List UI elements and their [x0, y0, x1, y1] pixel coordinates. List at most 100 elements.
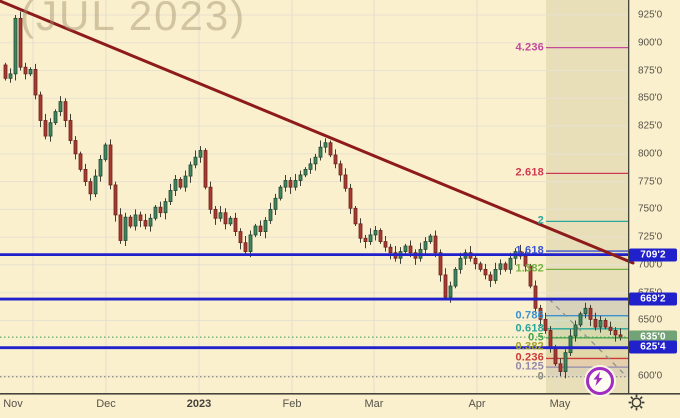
candle-down: [203, 150, 208, 188]
month-label-Dec: Dec: [96, 398, 116, 410]
candle-up: [598, 320, 603, 328]
candle-down: [343, 174, 348, 189]
candle-up: [368, 234, 373, 242]
fib-zone-fill: [546, 358, 628, 368]
candle-down: [213, 208, 218, 219]
candle-down: [408, 245, 413, 254]
fib-label-0.382: 0.382: [515, 340, 544, 353]
axis-settings-button[interactable]: [628, 394, 680, 418]
candle-down: [543, 318, 548, 331]
candle-down: [558, 363, 563, 372]
quick-trade-lightning-button[interactable]: [586, 367, 614, 395]
candle-down: [113, 184, 118, 216]
month-label-Apr: Apr: [468, 398, 486, 410]
price-tick-850'0: 850'0: [638, 92, 663, 104]
fib-label-2: 2: [537, 214, 544, 227]
candle-up: [218, 212, 223, 219]
fib-baseline-dashed: [548, 298, 628, 378]
downtrend-line[interactable]: [0, 0, 635, 265]
candle-down: [438, 252, 443, 276]
price-badge-709'2: 709'2: [629, 248, 677, 262]
candle-up: [428, 235, 433, 242]
candle-up: [58, 101, 63, 113]
candle-up: [53, 111, 58, 124]
candle-up: [263, 220, 268, 233]
candle-up: [448, 285, 453, 298]
candle-down: [108, 144, 113, 186]
candle-up: [48, 122, 53, 137]
candle-up: [163, 201, 168, 214]
fib-label-1.382: 1.382: [515, 262, 544, 275]
fib-zone-fill: [546, 367, 628, 377]
candle-down: [363, 237, 368, 242]
candle-down: [383, 241, 388, 248]
candle-down: [63, 101, 68, 121]
candle-up: [573, 324, 578, 337]
candle-down: [78, 153, 83, 170]
candle-down: [483, 268, 488, 276]
candle-down: [118, 214, 123, 241]
price-tick-775'0: 775'0: [638, 176, 663, 188]
candle-down: [233, 217, 238, 233]
candle-up: [133, 214, 138, 227]
candle-up: [248, 234, 253, 252]
price-tick-750'0: 750'0: [638, 203, 663, 215]
candle-down: [3, 64, 8, 79]
candle-up: [508, 257, 513, 270]
candle-up: [498, 263, 503, 270]
fib-zone-fill: [546, 347, 628, 359]
price-tick-700'0: 700'0: [638, 259, 663, 271]
candle-down: [333, 154, 338, 165]
price-tick-900'0: 900'0: [638, 37, 663, 49]
grid-lines: [0, 0, 628, 393]
fib-zone-fills: [546, 299, 628, 377]
candle-up: [193, 156, 198, 166]
price-tick-925'0: 925'0: [638, 9, 663, 21]
candle-down: [178, 178, 183, 188]
candle-down: [553, 346, 558, 365]
candle-down: [473, 257, 478, 265]
price-tick-650'0: 650'0: [638, 314, 663, 326]
candle-up: [123, 216, 128, 241]
candle-down: [258, 225, 263, 233]
candle-down: [608, 326, 613, 331]
fib-zone-fill: [546, 315, 628, 329]
candle-up: [298, 174, 303, 181]
candle-down: [538, 307, 543, 320]
candle-up: [198, 150, 203, 158]
fib-label-0.5: 0.5: [528, 331, 544, 344]
candle-up: [323, 142, 328, 148]
candle-down: [243, 242, 248, 252]
month-label-Feb: Feb: [282, 398, 302, 410]
candle-up: [318, 146, 323, 158]
fib-label-0.786: 0.786: [515, 309, 544, 322]
price-tick-600'0: 600'0: [638, 370, 663, 382]
lightning-icon: [593, 371, 603, 386]
fib-label-0: 0: [537, 370, 544, 383]
fib-label-0.125: 0.125: [515, 360, 544, 373]
price-axis-border: [628, 0, 630, 393]
horizontal-price-lines[interactable]: [0, 253, 628, 350]
candle-up: [283, 180, 288, 188]
candle-down: [338, 163, 343, 176]
candle-down: [478, 263, 483, 270]
axis-borders: [0, 0, 680, 395]
candle-up: [98, 158, 103, 177]
candle-up: [28, 69, 33, 75]
candle-up: [568, 335, 573, 354]
price-badge-635'0: 635'0: [629, 330, 677, 344]
fib-label-0.236: 0.236: [515, 351, 544, 364]
candle-down: [588, 307, 593, 320]
fib-label-2.618: 2.618: [515, 166, 544, 179]
fib-label-1.618: 1.618: [515, 244, 544, 257]
candle-down: [223, 212, 228, 225]
fib-band-rect: [546, 0, 628, 393]
fib-zone-fill: [546, 328, 628, 338]
candle-up: [423, 241, 428, 250]
candle-down: [328, 142, 333, 156]
candle-down: [443, 274, 448, 298]
candle-up: [308, 163, 313, 170]
candle-down: [38, 94, 43, 121]
